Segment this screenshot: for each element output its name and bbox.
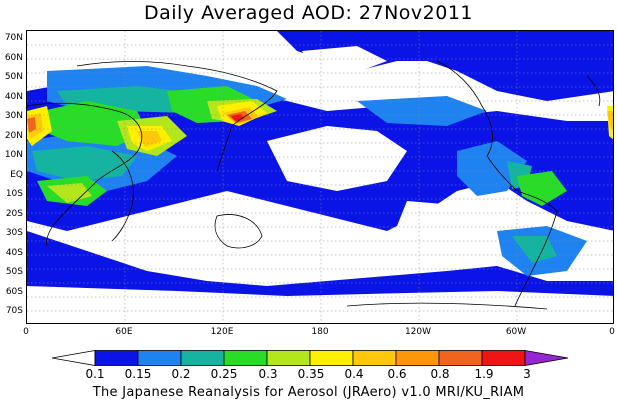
lat-label: 60S <box>5 287 23 297</box>
colorbar-swatch <box>524 350 569 366</box>
colorbar-label: 3 <box>523 367 531 381</box>
colorbar-swatch <box>395 350 440 366</box>
lon-label: 120W <box>404 327 432 337</box>
lon-label: 0 <box>609 327 615 337</box>
aod-colorbar <box>52 350 569 366</box>
colorbar-swatch <box>266 350 311 366</box>
colorbar-swatch <box>481 350 526 366</box>
colorbar-swatch <box>180 350 225 366</box>
lon-label: 180 <box>311 327 329 337</box>
colorbar-swatch <box>352 350 397 366</box>
lat-label: 70N <box>4 33 23 43</box>
colorbar-label: 1.9 <box>474 367 494 381</box>
lat-label: 60N <box>4 53 23 63</box>
lat-label: 20S <box>5 209 23 219</box>
lat-label: 10S <box>5 189 23 199</box>
colorbar-swatch <box>438 350 483 366</box>
colorbar-swatch <box>309 350 354 366</box>
lat-label: 10N <box>4 150 23 160</box>
aod-field-clean <box>27 46 613 323</box>
coastlines <box>27 60 601 310</box>
lon-label: 60E <box>115 327 133 337</box>
lon-label: 0 <box>23 327 29 337</box>
lat-label: 40S <box>5 248 23 258</box>
lat-label: EQ <box>10 170 23 180</box>
colorbar-label: 0.1 <box>85 367 105 381</box>
map-title: Daily Averaged AOD: 27Nov2011 <box>143 2 474 24</box>
colorbar-label: 0.15 <box>124 367 152 381</box>
colorbar-label: 0.25 <box>210 367 238 381</box>
credit-line: The Japanese Reanalysis for Aerosol (JRA… <box>92 385 525 400</box>
lat-label: 20N <box>4 131 23 141</box>
colorbar-swatch <box>94 350 139 366</box>
colorbar-label: 0.4 <box>344 367 364 381</box>
colorbar-label: 0.35 <box>297 367 325 381</box>
colorbar-label: 0.6 <box>387 367 407 381</box>
aod-map-canvas <box>27 31 613 323</box>
colorbar-label: 0.8 <box>430 367 450 381</box>
colorbar-label: 0.3 <box>258 367 278 381</box>
colorbar-swatch <box>52 350 96 366</box>
colorbar-swatch <box>223 350 268 366</box>
lat-label: 30N <box>4 111 23 121</box>
lat-label: 50S <box>5 267 23 277</box>
lat-label: 70S <box>5 306 23 316</box>
lat-label: 50N <box>4 72 23 82</box>
colorbar-label: 0.2 <box>171 367 191 381</box>
graticule <box>27 31 613 323</box>
lat-label: 30S <box>5 228 23 238</box>
colorbar-swatches <box>52 350 569 366</box>
lon-label: 60W <box>505 327 527 337</box>
aod-map <box>26 30 614 324</box>
lat-label: 40N <box>4 92 23 102</box>
lon-label: 120E <box>210 327 234 337</box>
colorbar-swatch <box>137 350 182 366</box>
